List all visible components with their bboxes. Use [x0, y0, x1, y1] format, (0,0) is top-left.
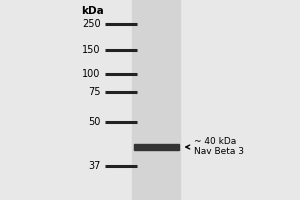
- Text: 50: 50: [88, 117, 100, 127]
- Text: 100: 100: [82, 69, 100, 79]
- Text: kDa: kDa: [81, 6, 103, 16]
- Text: Nav Beta 3: Nav Beta 3: [194, 148, 244, 156]
- Text: 150: 150: [82, 45, 100, 55]
- Text: 37: 37: [88, 161, 100, 171]
- Text: ~ 40 kDa: ~ 40 kDa: [194, 138, 236, 146]
- Bar: [134, 144, 178, 150]
- Text: 250: 250: [82, 19, 100, 29]
- Bar: [132, 0, 180, 200]
- Text: 75: 75: [88, 87, 100, 97]
